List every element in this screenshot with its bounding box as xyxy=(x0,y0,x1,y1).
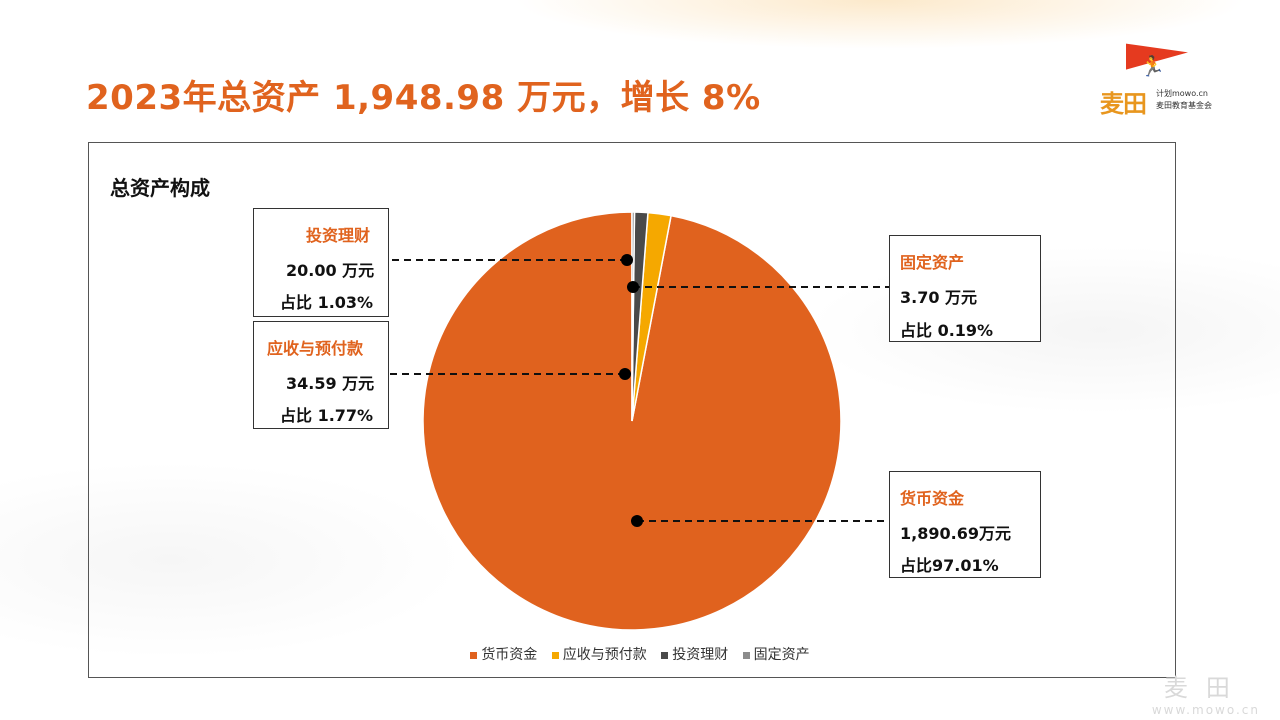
chart-legend: 货币资金 应收与预付款 投资理财 固定资产 xyxy=(0,644,1280,664)
watermark-name: 麦田 xyxy=(1163,674,1248,702)
logo-subtitle-1: 计划mowo.cn xyxy=(1156,89,1208,98)
legend-swatch xyxy=(551,651,559,659)
callout-fixed-assets-name: 固定资产 xyxy=(900,253,965,272)
callout-currency-share: 占比97.01% xyxy=(900,556,999,575)
legend-item-receivable: 应收与预付款 xyxy=(551,644,647,664)
runner-icon: 🏃 xyxy=(1140,54,1165,78)
logo-subtitle-2: 麦田教育基金会 xyxy=(1156,101,1212,110)
callout-investment-name: 投资理财 xyxy=(306,226,371,245)
legend-swatch xyxy=(661,651,669,659)
logo-name: 麦田 xyxy=(1100,90,1147,118)
watermark-url: www.mowo.cn xyxy=(1151,703,1260,717)
logo: 🏃 麦田 计划mowo.cn 麦田教育基金会 xyxy=(1100,43,1220,118)
callout-fixed-assets-value: 3.70 万元 xyxy=(900,288,978,307)
slice-fixed-assets xyxy=(631,211,636,422)
page-title: 2023年总资产 1,948.98 万元，增长 8% xyxy=(86,78,761,118)
legend-label: 应收与预付款 xyxy=(562,647,647,663)
leader-dot-currency xyxy=(631,515,643,527)
chart-title: 总资产构成 xyxy=(110,176,210,200)
callout-receivable: 应收与预付款 34.59 万元 占比 1.77% xyxy=(253,321,389,429)
callout-fixed-assets-share: 占比 0.19% xyxy=(900,321,994,340)
legend-item-fixed-assets: 固定资产 xyxy=(742,644,810,664)
callout-currency: 货币资金 1,890.69万元 占比97.01% xyxy=(889,471,1041,578)
callout-receivable-name: 应收与预付款 xyxy=(267,339,364,358)
legend-label: 投资理财 xyxy=(672,647,729,663)
legend-label: 货币资金 xyxy=(481,647,538,663)
callout-currency-name: 货币资金 xyxy=(900,489,965,508)
callout-currency-value: 1,890.69万元 xyxy=(900,524,1011,543)
callout-receivable-value: 34.59 万元 xyxy=(286,374,375,393)
leader-dot-fixed-assets xyxy=(627,281,639,293)
chart-panel xyxy=(88,142,1176,678)
legend-item-currency: 货币资金 xyxy=(470,644,537,664)
legend-label: 固定资产 xyxy=(753,647,810,663)
pie-slices xyxy=(422,211,842,631)
legend-item-investment: 投资理财 xyxy=(661,644,728,664)
watermark: 麦田 www.mowo.cn xyxy=(1152,668,1260,717)
legend-swatch xyxy=(742,651,750,659)
callout-investment-share: 占比 1.03% xyxy=(280,293,374,312)
leader-dot-investment xyxy=(621,254,633,266)
callout-fixed-assets: 固定资产 3.70 万元 占比 0.19% xyxy=(889,235,1041,342)
leader-lines xyxy=(389,254,889,527)
leader-dot-receivable xyxy=(619,368,631,380)
legend-swatch xyxy=(470,651,478,659)
callout-investment-value: 20.00 万元 xyxy=(286,261,375,280)
callout-receivable-share: 占比 1.77% xyxy=(280,406,374,425)
callout-investment: 投资理财 20.00 万元 占比 1.03% xyxy=(253,208,389,317)
